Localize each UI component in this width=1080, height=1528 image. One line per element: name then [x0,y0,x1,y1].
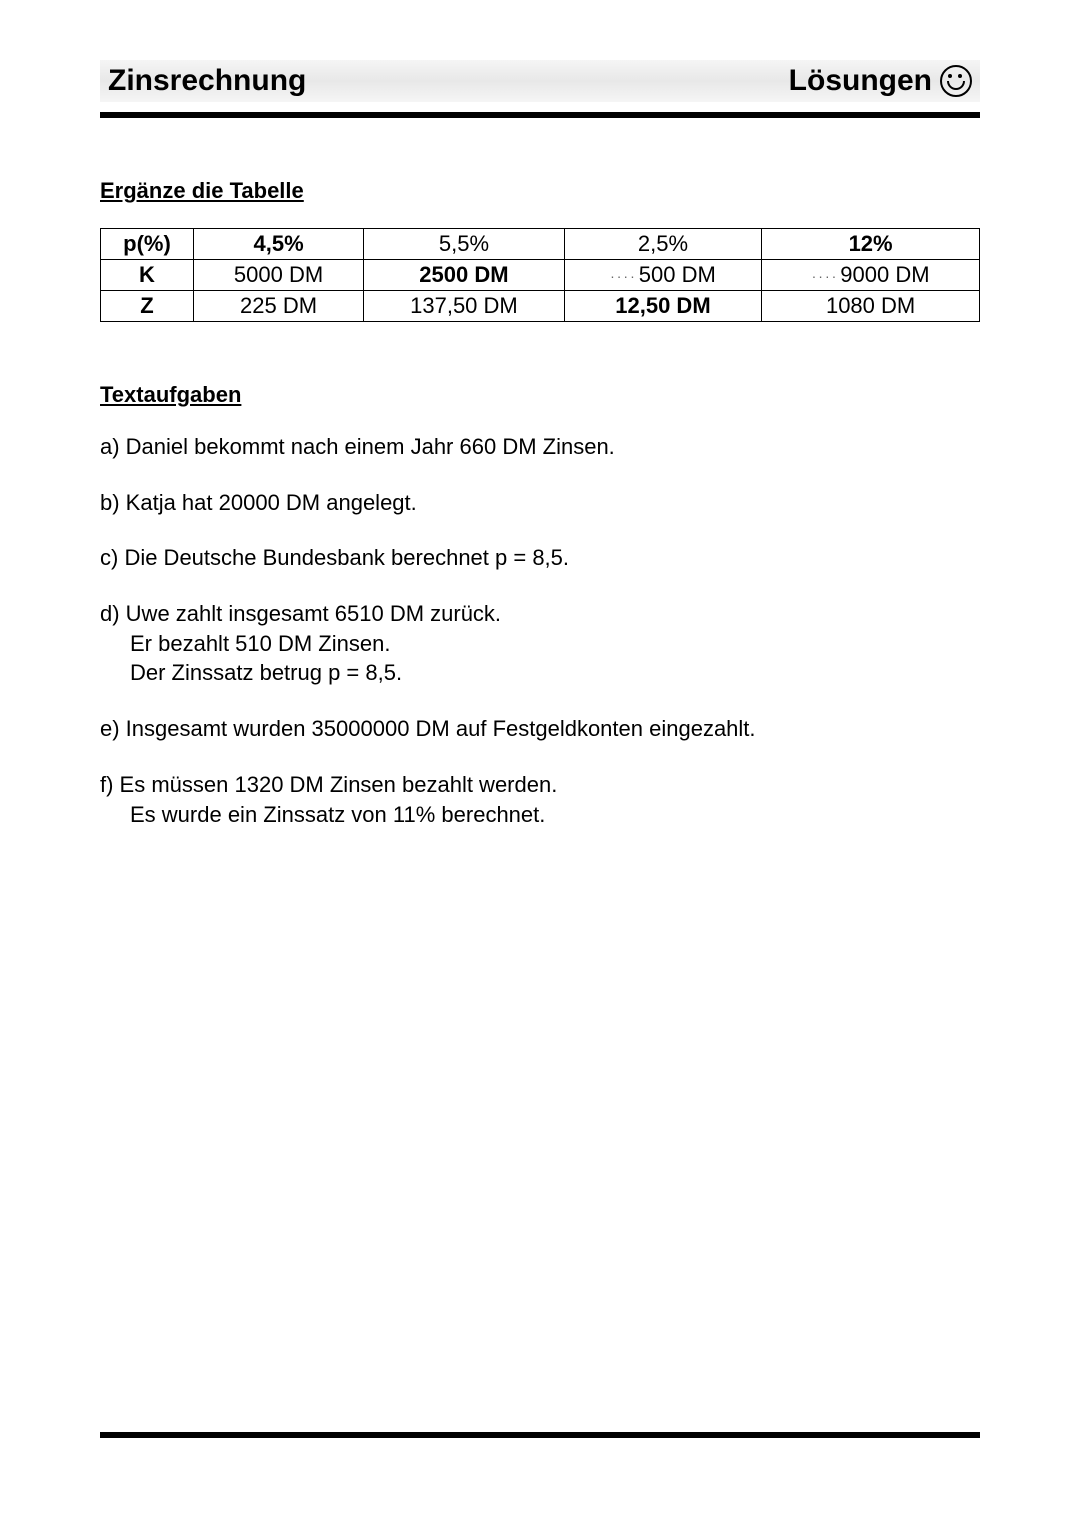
problem-f-line1: f) Es müssen 1320 DM Zinsen bezahlt werd… [100,770,980,800]
cell-value: 500 DM [639,262,716,287]
footer-rule [100,1432,980,1438]
table-cell: ····500 DM [564,260,761,291]
cell-value: 4,5% [253,231,303,256]
table-cell: 137,50 DM [364,291,565,322]
interest-table: p(%)4,5%5,5%2,5%12%K5000 DM2500 DM····50… [100,228,980,322]
problem-e: e) Insgesamt wurden 35000000 DM auf Fest… [100,714,980,744]
table-cell: 5000 DM [194,260,364,291]
cell-value: 137,50 DM [410,293,518,318]
dotted-prefix: ···· [812,268,839,284]
table-cell: 12% [762,229,980,260]
problem-d-line1: d) Uwe zahlt insgesamt 6510 DM zurück. [100,599,980,629]
header-title-right-group: Lösungen [789,64,972,98]
problem-d: d) Uwe zahlt insgesamt 6510 DM zurück. E… [100,599,980,688]
table-cell: 5,5% [364,229,565,260]
cell-value: 9000 DM [840,262,929,287]
cell-value: 1080 DM [826,293,915,318]
problem-b: b) Katja hat 20000 DM angelegt. [100,488,980,518]
table-row: p(%) 4,5% 5,5% 2,5% 12% [101,229,980,260]
section-title-problems: Textaufgaben [100,382,980,408]
table-row: K5000 DM2500 DM····500 DM····9000 DM [101,260,980,291]
table-cell: ····9000 DM [762,260,980,291]
dotted-prefix: ···· [610,268,637,284]
header-title-right: Lösungen [789,64,932,98]
problem-c: c) Die Deutsche Bundesbank berechnet p =… [100,543,980,573]
problem-a: a) Daniel bekommt nach einem Jahr 660 DM… [100,432,980,462]
cell-value: 12% [849,231,893,256]
header-rule [100,112,980,118]
cell-value: 225 DM [240,293,317,318]
document-page: Zinsrechnung Lösungen Ergänze die Tabell… [0,0,1080,1528]
row-label: Z [101,291,194,322]
table-cell: 2500 DM [364,260,565,291]
table-cell: 4,5% [194,229,364,260]
page-header: Zinsrechnung Lösungen [100,60,980,102]
problem-d-line2: Er bezahlt 510 DM Zinsen. [100,629,980,659]
problem-f-line2: Es wurde ein Zinssatz von 11% berechnet. [100,800,980,830]
table-cell: 12,50 DM [564,291,761,322]
table-cell: 2,5% [564,229,761,260]
problem-f: f) Es müssen 1320 DM Zinsen bezahlt werd… [100,770,980,829]
problems-list: a) Daniel bekommt nach einem Jahr 660 DM… [100,432,980,829]
cell-value: 5000 DM [234,262,323,287]
table-row: Z 225 DM 137,50 DM 12,50 DM 1080 DM [101,291,980,322]
smiley-icon [940,65,972,97]
section-title-table: Ergänze die Tabelle [100,178,980,204]
header-title-left: Zinsrechnung [108,64,306,98]
problem-d-line3: Der Zinssatz betrug p = 8,5. [100,658,980,688]
table-cell: 1080 DM [762,291,980,322]
row-label: p(%) [101,229,194,260]
table-cell: 225 DM [194,291,364,322]
row-label: K [101,260,194,291]
cell-value: 5,5% [439,231,489,256]
cell-value: 2500 DM [419,262,508,287]
cell-value: 2,5% [638,231,688,256]
cell-value: 12,50 DM [615,293,710,318]
